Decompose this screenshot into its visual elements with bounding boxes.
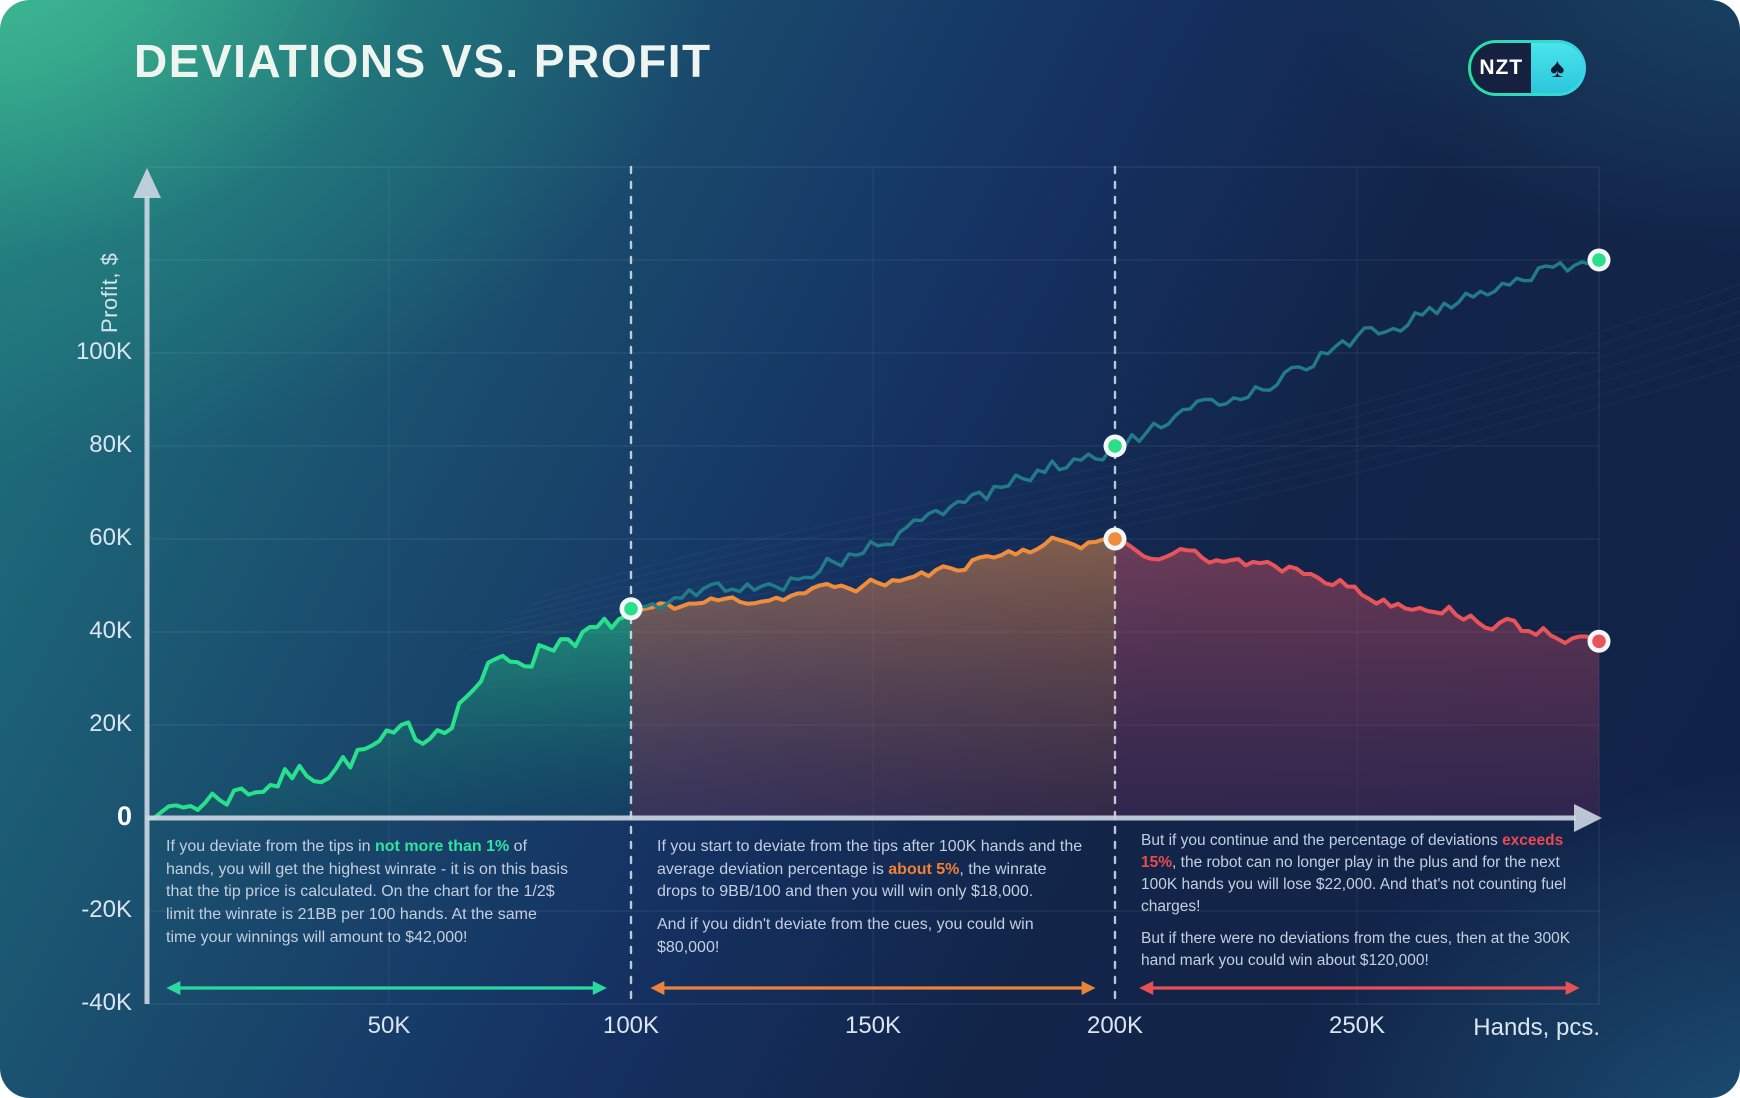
annotation-paragraph: But if you continue and the percentage o…	[1141, 830, 1599, 918]
y-tick-label-40K: 40K	[89, 617, 132, 644]
annotation-text: of hands, you will get the highest winra…	[166, 838, 568, 946]
y-tick-label-20K: 20K	[89, 710, 132, 737]
highlighted-text: exceeds 15%	[1141, 832, 1564, 871]
page-title: DEVIATIONS VS. PROFIT	[134, 35, 712, 87]
annotation-paragraph: And if you didn't deviate from the cues,…	[657, 914, 1087, 959]
marker-dot	[624, 601, 638, 616]
annotation-text: And if you didn't deviate from the cues,…	[657, 916, 1034, 956]
x-axis-arrowhead	[1574, 804, 1602, 832]
annotation-paragraph: But if there were no deviations from the…	[1141, 928, 1599, 972]
y-axis-title: Profit, $	[97, 252, 122, 333]
range-arrow-left-head	[1139, 981, 1154, 995]
x-tick-label-200K: 200K	[1086, 1012, 1144, 1039]
axes	[133, 168, 1602, 1004]
x-tick-label-100K: 100K	[602, 1012, 660, 1039]
series-area-fills	[147, 537, 1599, 818]
range-arrow-right-head	[1081, 981, 1096, 995]
y-tick-label--40K: -40K	[81, 989, 132, 1016]
x-tick-label-50K: 50K	[367, 1012, 411, 1039]
dashed-guides	[629, 165, 1117, 1006]
range-arrow-right-head	[1565, 981, 1580, 995]
annotation-text: If you start to deviate from the tips af…	[657, 838, 1083, 878]
y-tick-label-60K: 60K	[89, 524, 132, 551]
highlighted-text: about 5%	[888, 860, 960, 878]
y-tick-label-80K: 80K	[89, 431, 132, 458]
y-tick-label--20K: -20K	[81, 896, 132, 923]
range-arrow-left-head	[166, 981, 181, 995]
line-profit-deviations-about-5pct	[629, 535, 1117, 614]
annotation-paragraph: If you start to deviate from the tips af…	[657, 836, 1087, 904]
annotation-text: But if there were no deviations from the…	[1141, 930, 1571, 969]
x-axis-title: Hands, pcs.	[1473, 1014, 1600, 1041]
annotation-deviations-under-1pct: If you deviate from the tips in not more…	[166, 836, 568, 960]
annotation-deviations-about-5pct: If you start to deviate from the tips af…	[657, 836, 1087, 970]
annotation-text: If you deviate from the tips in	[166, 838, 375, 855]
annotation-deviations-over-15pct: But if you continue and the percentage o…	[1141, 830, 1599, 982]
area-fill-profit-deviations-under-1pct	[147, 608, 631, 818]
nzt-logo-pill: NZT ♠	[1471, 43, 1583, 93]
x-tick-label-250K: 250K	[1328, 1012, 1386, 1039]
area-fill-profit-deviations-over-15pct	[1115, 539, 1599, 818]
area-fill-profit-deviations-about-5pct	[631, 537, 1115, 818]
x-tick-label-150K: 150K	[844, 1012, 902, 1039]
data-point-markers	[619, 248, 1611, 653]
range-arrow-right-head	[592, 981, 607, 995]
y-axis-arrowhead	[133, 168, 161, 198]
line-profit-deviations-over-15pct	[1113, 537, 1601, 645]
y-tick-label-100K: 100K	[75, 338, 132, 365]
marker-dot	[1592, 634, 1606, 649]
marker-dot	[1592, 253, 1606, 267]
highlighted-text: not more than 1%	[375, 838, 510, 855]
nzt-logo-text: NZT	[1471, 43, 1532, 93]
spade-icon: ♠	[1531, 43, 1583, 93]
annotation-text: , the winrate drops to 9BB/100 and then …	[657, 860, 1047, 901]
nzt-logo-badge[interactable]: NZT ♠	[1468, 40, 1586, 96]
marker-dot	[1108, 439, 1122, 453]
line-profit-deviations-under-1pct	[145, 606, 633, 820]
segment-range-arrows	[166, 981, 1580, 995]
annotation-text: , the robot can no longer play in the pl…	[1141, 854, 1567, 915]
marker-dot	[1108, 532, 1122, 546]
y-tick-label-0: 0	[116, 801, 132, 831]
annotation-text: But if you continue and the percentage o…	[1141, 832, 1503, 849]
range-arrow-left-head	[650, 981, 665, 995]
annotation-paragraph: If you deviate from the tips in not more…	[166, 836, 568, 950]
